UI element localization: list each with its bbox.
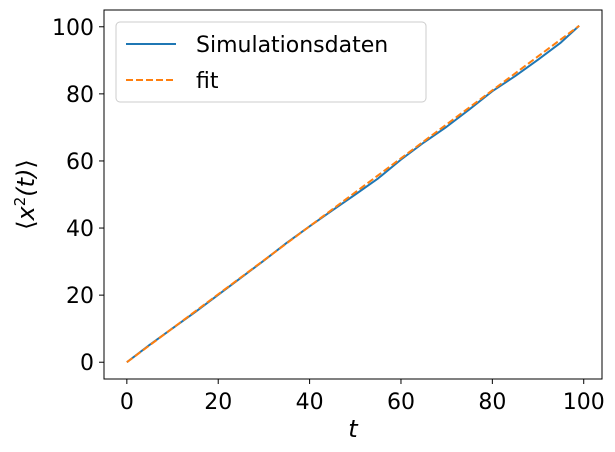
y-label-open-bracket: ⟨ [12,220,40,229]
y-tick-label: 20 [66,284,94,309]
series-line-fit [126,24,580,364]
x-tick-label: 80 [478,390,506,415]
y-tick-label: 60 [66,150,94,175]
x-tick-label: 20 [204,390,232,415]
y-tick-label: 100 [52,16,94,41]
y-axis-label: ⟨x2(t)⟩ [11,159,40,230]
legend-label-fit: fit [196,69,219,94]
y-label-close-bracket: ⟩ [12,159,40,168]
x-tick-label: 100 [563,390,605,415]
legend-box [115,21,427,103]
y-tick-label: 80 [66,83,94,108]
legend-label-simulationsdaten: Simulationsdaten [196,33,388,58]
x-axis: 0 20 40 60 80 100 [120,379,605,415]
y-axis: 0 20 40 60 80 100 [52,16,104,376]
legend: Simulationsdaten fit [115,21,427,103]
y-label-variable: x [12,205,40,221]
x-tick-label: 40 [296,390,324,415]
x-axis-label: t [348,415,359,443]
y-tick-label: 40 [66,217,94,242]
x-tick-label: 0 [120,390,134,415]
y-label-argument: (t) [12,169,40,197]
x-tick-label: 60 [387,390,415,415]
y-label-exponent: 2 [11,197,29,207]
plot-frame [103,9,603,380]
y-tick-label: 0 [80,351,94,376]
plot-area [126,24,580,364]
